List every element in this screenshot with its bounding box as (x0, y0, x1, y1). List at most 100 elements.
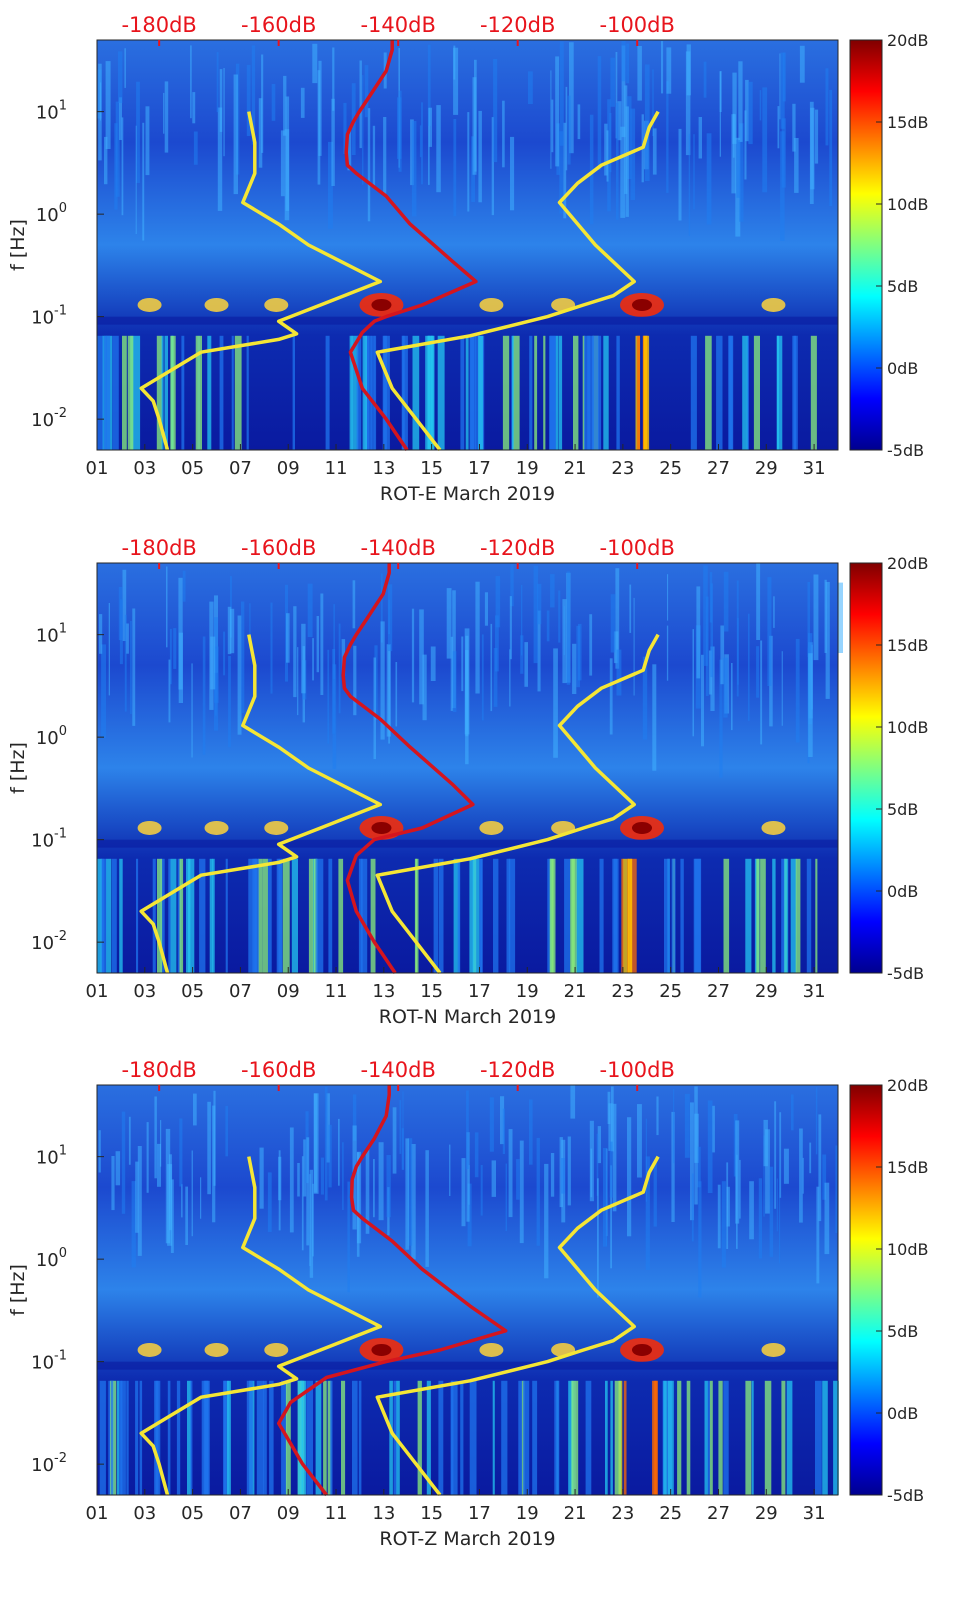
heatmap-lowband-streak (554, 1380, 560, 1495)
heatmap-streak (118, 51, 123, 103)
heatmap-streak (824, 579, 827, 653)
heatmap-lowband-streak (415, 858, 419, 973)
heatmap-streak (546, 610, 550, 642)
heatmap-streak (637, 46, 642, 101)
heatmap-streak (569, 42, 574, 154)
heatmap-streak (502, 100, 505, 168)
heatmap-streak (216, 52, 219, 113)
heatmap-lowband-streak (282, 858, 290, 973)
heatmap-lowband-streak (564, 858, 571, 973)
heatmap-streak (760, 640, 763, 745)
heatmap-hotspot (479, 1342, 504, 1357)
colorbar-tick-label: 15dB (887, 113, 929, 132)
heatmap-lowband-streak (203, 1380, 209, 1495)
heatmap-streak (611, 1086, 614, 1152)
heatmap-streak (767, 577, 772, 686)
heatmap-streak (135, 1161, 139, 1233)
heatmap-streak (383, 117, 387, 194)
colorbar (849, 562, 883, 974)
heatmap-lowband-streak (786, 1380, 793, 1495)
heatmap-hotspot (479, 820, 504, 835)
heatmap-streak (666, 625, 669, 681)
heatmap-lowband-streak (170, 335, 176, 450)
heatmap-lowband-streak (106, 335, 111, 450)
heatmap-lowband-streak (262, 858, 268, 973)
heatmap-streak (481, 634, 484, 721)
curve-yellow-left (139, 1156, 383, 1496)
heatmap-streak (809, 1142, 812, 1174)
x-tick-label: 09 (277, 981, 300, 1002)
heatmap-lowband-streak (112, 335, 119, 450)
heatmap-streak (808, 653, 813, 757)
heatmap-streak (822, 1154, 827, 1200)
heatmap-streak (818, 1114, 822, 1222)
heatmap-lowband-streak (506, 858, 511, 973)
colorbar-tick-label: 0dB (887, 1404, 918, 1423)
heatmap-streak (372, 125, 376, 186)
heatmap-streak (779, 53, 781, 120)
heatmap-lowband-streak (126, 1380, 129, 1495)
x-tick-label: 25 (659, 458, 682, 479)
heatmap-streak (536, 1137, 540, 1246)
heatmap-streak (736, 580, 739, 697)
curve-yellow-right (375, 633, 660, 975)
heatmap-streak (490, 623, 493, 712)
top-db-label: -140dB (360, 1058, 435, 1082)
heatmap-lowband-streak (111, 858, 117, 973)
heatmap-lowband-streak (549, 335, 556, 450)
heatmap-streak (386, 1155, 391, 1218)
heatmap-lowband-streak (374, 335, 377, 450)
heatmap-streak (690, 1102, 694, 1221)
heatmap-streak (731, 114, 736, 194)
panel-1: 01 03 05 07 09 11 13 15 17 19 21 23 25 27 29 31 ROT-E Ma… (7, 13, 929, 505)
heatmap-streak (450, 636, 454, 711)
colorbar-tick-label: 10dB (887, 718, 929, 737)
heatmap-streak (309, 1169, 314, 1278)
heatmap-lowband-streak (686, 1380, 691, 1495)
heatmap-lowband-streak (745, 858, 752, 973)
heatmap-lowband-streak (341, 1380, 346, 1495)
heatmap-streak (246, 64, 251, 136)
heatmap-dark-band (97, 1361, 838, 1370)
heatmap-streak (758, 1178, 762, 1259)
top-db-label: -180dB (121, 1058, 196, 1082)
heatmap-lowband-streak (570, 858, 575, 973)
heatmap-lowband-streak (133, 335, 141, 450)
heatmap-lowband-streak (263, 1380, 267, 1495)
x-tick-label: 29 (755, 1503, 778, 1524)
heatmap-streak (227, 606, 232, 655)
heatmap-streak (707, 1100, 713, 1193)
x-tick-label: 13 (372, 458, 395, 479)
x-tick-label: 15 (420, 458, 443, 479)
heatmap-lowband-streak (753, 335, 760, 450)
heatmap-streak (313, 1093, 319, 1194)
axes-frame (96, 1084, 839, 1496)
heatmap-lowband-streak (781, 1380, 786, 1495)
x-tick-label: 27 (707, 1503, 730, 1524)
heatmap-streak (373, 1159, 375, 1218)
heatmap-streak (694, 1086, 698, 1205)
heatmap-lowband-streak (401, 335, 408, 450)
heatmap-lowband-streak (492, 1380, 495, 1495)
heatmap-streak (509, 649, 511, 707)
heatmap-streak (214, 646, 219, 703)
x-tick-label: 13 (372, 981, 395, 1002)
heatmap-streak (101, 644, 106, 739)
heatmap-stripes (97, 563, 843, 973)
heatmap-streak (422, 654, 427, 721)
heatmap-lowband-streak (637, 335, 641, 450)
heatmap-hotspot (761, 297, 786, 312)
heatmap-streak (589, 614, 593, 676)
heatmap-lowband-streak (622, 858, 629, 973)
heatmap-streak (121, 1111, 126, 1214)
heatmap-lowband-streak (267, 858, 272, 973)
heatmap-lowband-streak (110, 1380, 114, 1495)
heatmap-streak (781, 118, 786, 188)
heatmap-streak (428, 107, 432, 147)
heatmap-streak (604, 123, 608, 176)
top-db-label: -180dB (121, 536, 196, 560)
heatmap-streak (510, 564, 514, 607)
top-db-label: -160dB (241, 13, 316, 37)
heatmap-dark-band (97, 839, 838, 848)
heatmap-streak (596, 1133, 599, 1196)
